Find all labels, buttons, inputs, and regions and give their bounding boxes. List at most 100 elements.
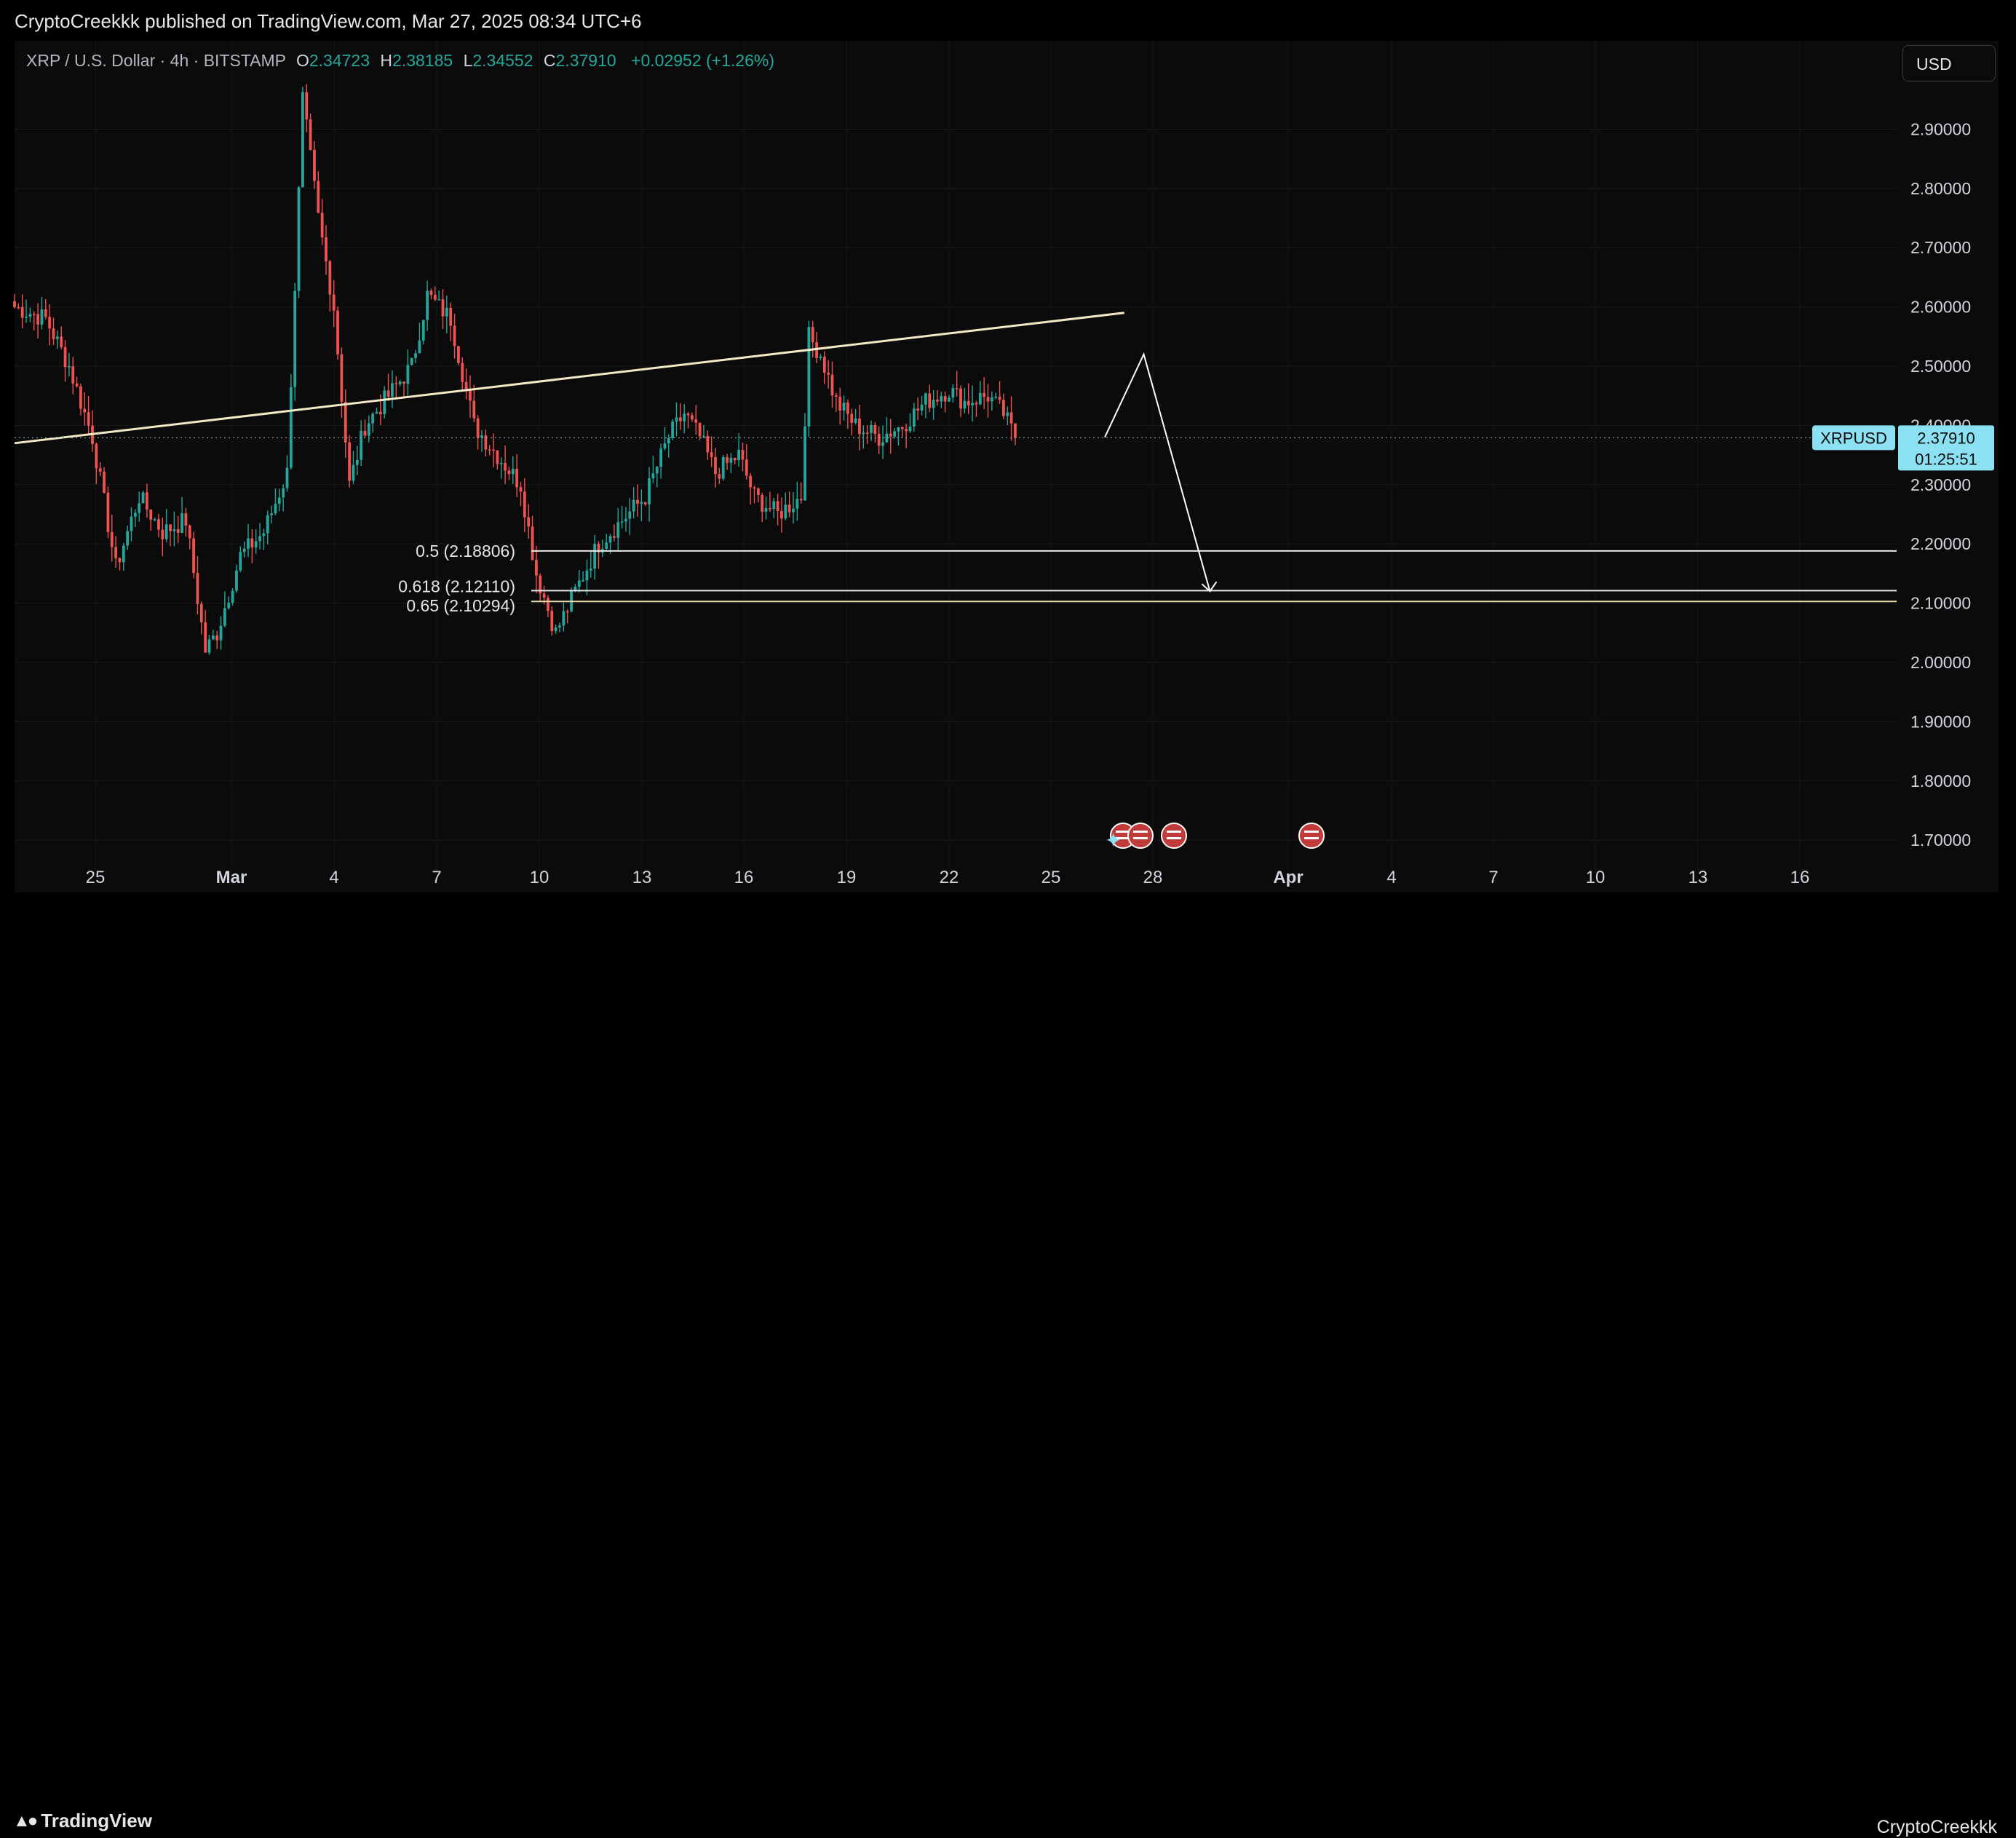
- candle-body: [398, 381, 402, 384]
- candle-body: [71, 366, 75, 384]
- candle-body: [807, 327, 811, 427]
- candle-body: [204, 622, 207, 653]
- candle-body: [862, 432, 865, 435]
- candle-body: [955, 388, 959, 389]
- symbol-legend: XRP / U.S. Dollar · 4h · BITSTAMP O2.347…: [26, 51, 774, 71]
- candle-body: [671, 421, 675, 438]
- candle-body: [169, 524, 172, 531]
- x-tick-label: 16: [734, 868, 754, 887]
- candle-body: [340, 354, 344, 402]
- chart-area[interactable]: [15, 41, 1999, 892]
- candle-body: [250, 538, 254, 548]
- candle-body: [231, 590, 234, 603]
- candle-body: [920, 404, 924, 411]
- candle-body: [293, 290, 297, 387]
- candle-body: [149, 509, 153, 520]
- candle-body: [908, 427, 912, 432]
- candle-body: [28, 314, 32, 317]
- x-tick-label: 7: [432, 868, 441, 887]
- x-tick-label: 10: [530, 868, 549, 887]
- candle-body: [873, 425, 877, 435]
- us-flag-stripe-icon: [1116, 837, 1130, 839]
- candle-body: [531, 526, 534, 560]
- candle-body: [297, 187, 301, 291]
- candle-body: [507, 470, 511, 475]
- symbol-name[interactable]: XRP / U.S. Dollar · 4h · BITSTAMP: [26, 51, 286, 70]
- candle-body: [562, 611, 565, 626]
- fib-level-label: 0.5 (2.18806): [416, 542, 515, 560]
- y-tick-label: 2.60000: [1910, 298, 1971, 317]
- candle-body: [437, 299, 441, 301]
- candle-body: [235, 570, 238, 591]
- candle-body: [683, 413, 686, 421]
- candle-body: [519, 487, 523, 492]
- candle-body: [328, 261, 332, 295]
- candle-body: [172, 529, 176, 531]
- candle-body: [905, 429, 908, 432]
- x-tick-label: 4: [329, 868, 338, 887]
- candle-body: [694, 419, 698, 423]
- published-info: CryptoCreekkk published on TradingView.c…: [15, 10, 642, 32]
- candle-body: [418, 340, 421, 354]
- candle-body: [313, 149, 316, 181]
- candle-body: [675, 417, 678, 422]
- candle-body: [161, 529, 164, 539]
- us-flag-event-icon: [1161, 823, 1187, 849]
- candle-body: [967, 400, 970, 405]
- price-chart[interactable]: 0.5 (2.18806) 0.618 (2.12110)0.65 (2.1029…: [0, 0, 2016, 946]
- close-value: 2.37910: [555, 51, 616, 70]
- candle-body: [55, 336, 59, 339]
- candle-body: [772, 501, 776, 510]
- candle-body: [344, 401, 347, 443]
- x-tick-label: 22: [940, 868, 959, 887]
- candle-body: [822, 356, 826, 373]
- x-tick-label: 7: [1488, 868, 1498, 887]
- tradingview-logo-icon: ▲●: [13, 1810, 38, 1831]
- candle-body: [426, 290, 429, 320]
- candle-body: [453, 325, 456, 346]
- x-tick-label: 4: [1386, 868, 1396, 887]
- publish-header: CryptoCreekkk published on TradingView.c…: [0, 0, 2016, 41]
- candle-body: [410, 357, 413, 365]
- sparkle-icon: ✦: [1105, 829, 1122, 852]
- candle-body: [983, 392, 986, 397]
- y-tick-label: 2.70000: [1910, 238, 1971, 257]
- candle-body: [371, 413, 375, 424]
- candle-body: [196, 573, 199, 604]
- candle-body: [648, 478, 651, 504]
- candle-body: [542, 593, 546, 598]
- candle-body: [289, 387, 293, 468]
- candle-body: [975, 403, 978, 405]
- candle-body: [282, 488, 285, 498]
- candle-body: [769, 508, 771, 510]
- candle-body: [795, 499, 799, 509]
- candle-body: [414, 353, 417, 358]
- candle-body: [846, 403, 849, 414]
- candle-body: [130, 516, 133, 531]
- candle-body: [164, 524, 168, 539]
- high-label: H: [380, 51, 393, 70]
- tradingview-logo-text: TradingView: [41, 1810, 152, 1831]
- candle-body: [994, 396, 998, 398]
- candle-body: [811, 327, 814, 343]
- candle-body: [616, 522, 620, 538]
- candle-body: [706, 435, 710, 453]
- y-tick-label: 2.50000: [1910, 357, 1971, 376]
- candle-body: [640, 502, 643, 504]
- candle-body: [192, 538, 195, 574]
- candle-body: [737, 449, 740, 461]
- candle-body: [305, 92, 309, 120]
- candle-body: [651, 473, 655, 479]
- currency-button[interactable]: USD: [1902, 45, 1996, 82]
- candle-body: [928, 393, 932, 408]
- candle-body: [445, 308, 448, 317]
- candle-body: [554, 627, 557, 632]
- candle-body: [40, 309, 44, 325]
- tradingview-logo[interactable]: ▲● TradingView: [13, 1810, 152, 1832]
- candle-body: [585, 570, 589, 581]
- candle-body: [285, 467, 289, 488]
- candle-body: [897, 427, 900, 432]
- candle-body: [1009, 412, 1013, 424]
- candle-body: [523, 491, 526, 518]
- candle-body: [838, 397, 842, 411]
